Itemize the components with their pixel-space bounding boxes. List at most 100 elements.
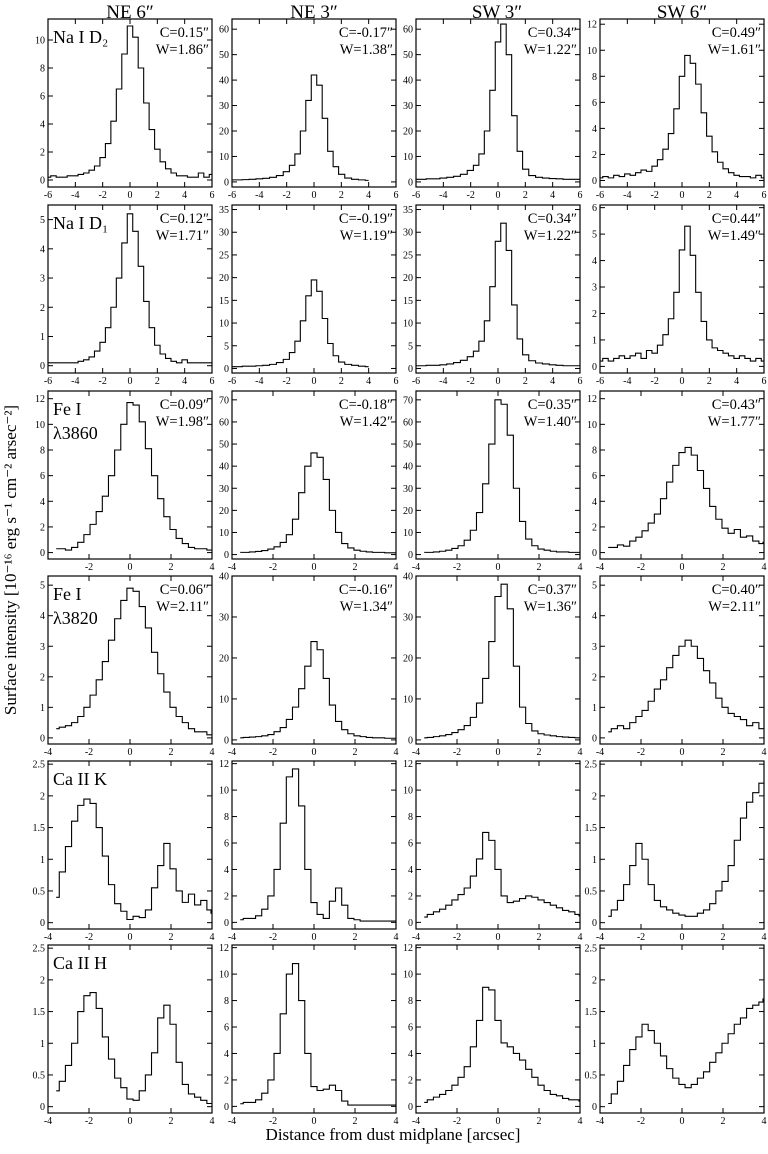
centroid-annotation: C=-0.19″	[339, 211, 393, 227]
x-tick-label: 2	[169, 562, 174, 573]
y-tick-label: 30	[403, 101, 413, 112]
y-tick-label: 20	[219, 127, 229, 138]
centroid-annotation: C=-0.16″	[339, 582, 393, 598]
y-tick-label: 12	[587, 394, 597, 405]
x-tick-label: 2	[353, 932, 358, 943]
panel-r3-c0: -4 -2 0 2 4 0 1 2 3 4 5 C=0.06″W=2.11″ Fe I λ3820	[40, 575, 215, 758]
y-tick-label: 10	[587, 46, 597, 57]
x-tick-label: -2	[453, 932, 461, 943]
y-tick-label: 5	[40, 581, 45, 592]
width-annotation: W=2.11″	[156, 599, 209, 615]
y-tick-label: 20	[403, 273, 413, 284]
y-tick-label: 10	[403, 319, 413, 330]
y-tick-label: 60	[403, 417, 413, 428]
y-tick-label: 2	[40, 975, 45, 986]
x-tick-label: 4	[210, 932, 215, 943]
y-tick-label: 3	[592, 283, 597, 294]
y-tick-label: 0	[224, 550, 229, 561]
x-tick-label: 2	[537, 562, 542, 573]
panel-frame	[415, 944, 581, 1114]
x-tick-label: -6	[228, 190, 236, 201]
panel-frame	[599, 760, 765, 930]
width-annotation: W=1.86″	[156, 42, 209, 58]
panel-r1-c3: -6 -4 -2 0 2 4 6 0 1 2 3 4 5 6 C=0.44″W=1.49″	[592, 203, 767, 387]
x-tick-label: 0	[680, 1116, 685, 1127]
y-tick-label: 4	[592, 497, 597, 508]
y-tick-label: 10	[219, 152, 229, 163]
x-tick-label: 4	[182, 376, 187, 387]
x-tick-label: -4	[228, 932, 236, 943]
profile-series	[608, 782, 764, 917]
x-tick-label: 0	[312, 932, 317, 943]
y-tick-label: 0	[592, 918, 597, 929]
y-tick-label: 4	[40, 611, 45, 622]
y-tick-label: 30	[219, 612, 229, 623]
column-titles: NE 6″ NE 3″ SW 3″ SW 6″	[106, 2, 707, 23]
x-tick-label: -2	[453, 562, 461, 573]
y-tick-label: 4	[224, 865, 229, 876]
y-tick-label: 0	[408, 550, 413, 561]
y-tick-label: 12	[403, 759, 413, 770]
panel-r2-c0: -2 0 2 4 0 2 4 6 8 10 12 C=0.09″W=1.98″ Fe I λ3860	[35, 390, 215, 573]
profile-series	[424, 583, 580, 739]
x-tick-label: -2	[269, 747, 277, 758]
centroid-annotation: C=0.35″	[528, 397, 577, 413]
centroid-annotation: C=0.15″	[160, 25, 209, 41]
centroid-annotation: C=-0.17″	[339, 25, 393, 41]
panel-r4-c0: -4 -2 0 2 4 0 0.5 1 1.5 2 2.5 Ca II K	[33, 760, 215, 943]
x-tick-label: 2	[523, 190, 528, 201]
y-tick-label: 8	[408, 812, 413, 823]
y-tick-label: 0.5	[33, 886, 46, 897]
y-tick-label: 1	[40, 332, 45, 343]
y-tick-label: 1.5	[33, 1007, 46, 1018]
x-tick-label: -4	[412, 562, 420, 573]
x-tick-label: 2	[339, 376, 344, 387]
x-tick-label: -2	[637, 1116, 645, 1127]
y-tick-label: 0	[408, 364, 413, 375]
x-tick-label: -6	[44, 376, 52, 387]
centroid-annotation: C=0.37″	[528, 582, 577, 598]
y-tick-label: 5	[408, 341, 413, 352]
x-tick-label: -6	[596, 376, 604, 387]
y-tick-label: 50	[403, 50, 413, 61]
panel-r5-c2: -4 -2 0 2 4 0 2 4 6 8 10 12	[403, 943, 583, 1127]
y-tick-label: 0	[592, 548, 597, 559]
centroid-annotation: C=0.34″	[528, 211, 577, 227]
x-tick-label: 0	[128, 1116, 133, 1127]
x-tick-label: 6	[578, 376, 583, 387]
y-tick-label: 2.5	[585, 944, 598, 955]
x-tick-label: -4	[623, 190, 631, 201]
x-tick-label: -6	[44, 190, 52, 201]
y-tick-label: 10	[403, 152, 413, 163]
x-tick-label: 4	[210, 562, 215, 573]
y-axis-label: Surface intensity [10⁻¹⁶ erg s⁻¹ cm⁻² ar…	[1, 405, 20, 715]
x-tick-label: -4	[596, 1116, 604, 1127]
x-tick-label: 2	[537, 932, 542, 943]
x-tick-label: 4	[210, 747, 215, 758]
panel-frame	[415, 760, 581, 930]
centroid-annotation: C=-0.18″	[339, 397, 393, 413]
profile-series	[240, 452, 396, 554]
profile-series	[56, 401, 212, 551]
row-label: Ca II K	[53, 769, 107, 789]
x-tick-label: 4	[578, 1116, 583, 1127]
y-tick-label: 20	[403, 653, 413, 664]
y-tick-label: 0.5	[585, 1070, 598, 1081]
y-tick-label: 4	[40, 497, 45, 508]
x-tick-label: 2	[155, 190, 160, 201]
panel-r1-c1: -6 -4 -2 0 2 4 6 0 5 10 15 20 25 30 35 C=-0.19″W=1.19″	[219, 204, 399, 387]
width-annotation: W=1.61″	[708, 42, 761, 58]
centroid-annotation: C=0.40″	[712, 582, 761, 598]
profile-series	[424, 831, 580, 918]
x-tick-label: -4	[255, 190, 263, 201]
y-tick-label: 6	[592, 203, 597, 214]
x-tick-label: -4	[439, 190, 447, 201]
y-tick-label: 0	[224, 735, 229, 746]
x-tick-label: 6	[394, 376, 399, 387]
y-tick-label: 8	[408, 996, 413, 1007]
x-tick-label: 2	[353, 747, 358, 758]
row-label: Na I D₂	[53, 27, 108, 47]
y-tick-label: 10	[219, 786, 229, 797]
